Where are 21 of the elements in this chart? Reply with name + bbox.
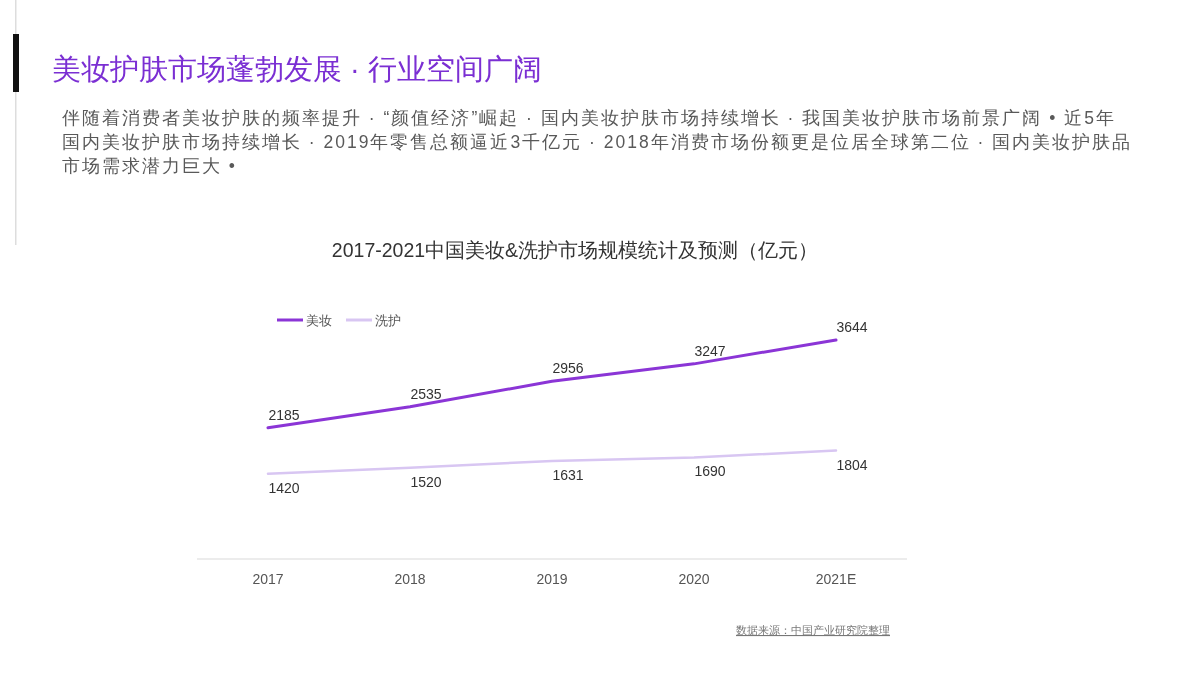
x-tick-label: 2019 — [536, 571, 568, 587]
data-label: 1520 — [410, 473, 442, 490]
x-tick-label: 2018 — [394, 571, 426, 587]
data-label: 1420 — [268, 479, 300, 496]
data-label: 2185 — [268, 406, 300, 423]
data-label: 1804 — [836, 456, 868, 473]
data-label: 2956 — [552, 360, 584, 377]
data-label: 3247 — [694, 342, 726, 359]
text: 伴随着消费者美妆护肤的频率提升 · “颜值经济”崛起 · 国内美妆护肤市场持续增长 · 我国美妆护肤市场前景广阔 • 近5年国内美妆护肤市场持续增长 · 2019年零售总额逼近3千亿元 · 2018年消费市场份额更是位居全球第二位 · 国内美妆护肤品市场需求潜力巨大 • — [62, 107, 1134, 178]
data-label: 1690 — [694, 463, 726, 480]
x-tick-label: 2021E — [815, 571, 857, 587]
chart-title: 2017-2021中国美妆&洗护市场规模统计及预测（亿元） — [331, 239, 819, 261]
text: 美妆护肤市场蓬勃发展 · 行业空间广阔 — [52, 53, 542, 85]
source-note: 数据来源：中国产业研究院整理 — [736, 624, 890, 636]
data-label: 1631 — [552, 466, 584, 483]
data-label: 2535 — [410, 385, 442, 402]
legend-label: 美妆 — [306, 313, 332, 328]
x-tick-label: 2020 — [678, 571, 710, 587]
data-label: 3644 — [836, 319, 868, 335]
legend-label: 洗护 — [375, 313, 401, 328]
x-tick-label: 2017 — [252, 571, 284, 587]
